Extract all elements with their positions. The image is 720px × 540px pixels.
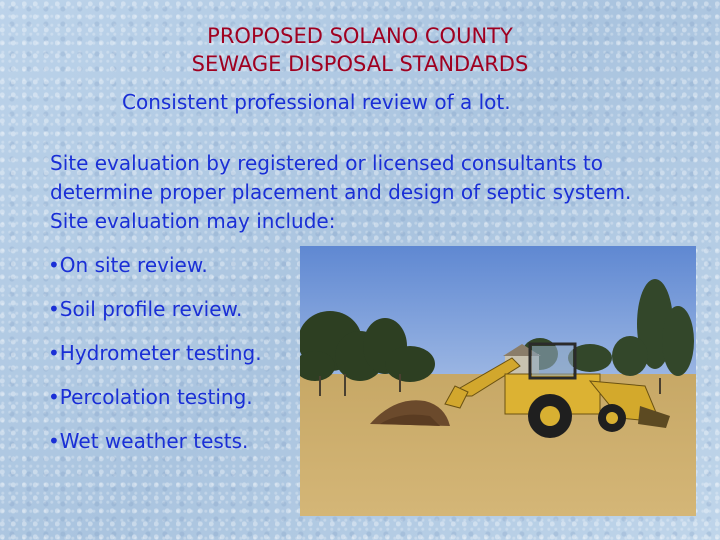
list-item: •Percolation testing. [48, 385, 253, 409]
slide-title: PROPOSED SOLANO COUNTY SEWAGE DISPOSAL S… [0, 22, 720, 78]
backhoe-photo-illustration [300, 246, 696, 516]
site-evaluation-paragraph: Site evaluation by registered or license… [50, 151, 632, 233]
list-item: •On site review. [48, 253, 208, 277]
list-item: •Wet weather tests. [48, 429, 249, 453]
list-item: •Hydrometer testing. [48, 341, 262, 365]
title-line-2: SEWAGE DISPOSAL STANDARDS [191, 52, 529, 76]
slide-subtitle: Consistent professional review of a lot. [122, 90, 511, 114]
title-line-1: PROPOSED SOLANO COUNTY [207, 24, 513, 48]
evaluation-list: •On site review. •Soil profile review. •… [48, 250, 262, 470]
list-item: •Soil profile review. [48, 297, 243, 321]
backhoe-site-photo [300, 246, 696, 516]
